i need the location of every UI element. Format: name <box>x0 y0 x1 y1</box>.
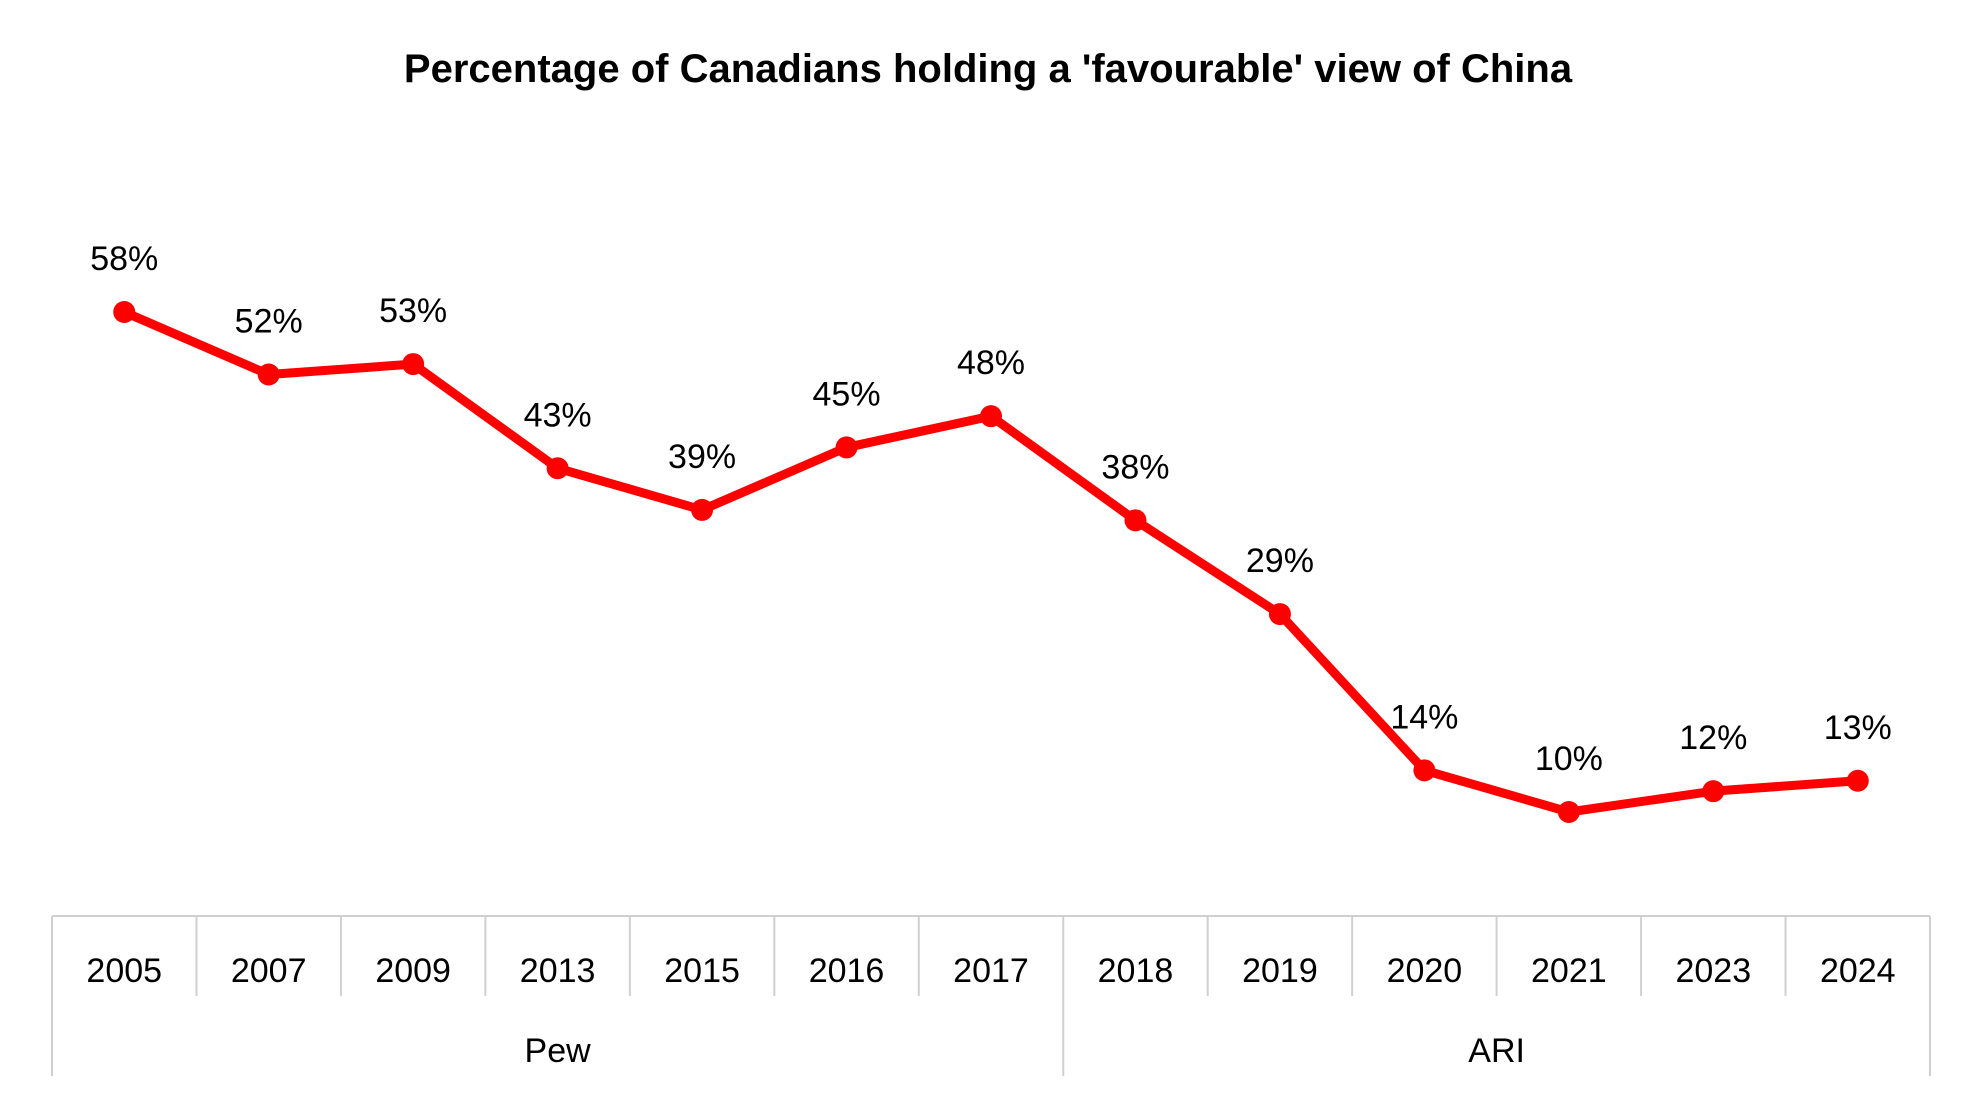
series-line <box>119 307 1863 817</box>
data-point-layer <box>113 301 1869 823</box>
data-label: 45% <box>813 375 881 413</box>
data-point <box>1702 780 1725 803</box>
data-label: 48% <box>957 344 1025 382</box>
data-label: 52% <box>235 303 303 341</box>
x-tick-label: 2015 <box>664 952 740 990</box>
x-tick-label: 2023 <box>1675 952 1751 990</box>
chart-title: Percentage of Canadians holding a 'favou… <box>404 47 1573 91</box>
data-label: 39% <box>668 438 736 476</box>
data-label: 43% <box>524 396 592 434</box>
x-tick-label: 2019 <box>1242 952 1318 990</box>
x-tick-label: 2009 <box>375 952 451 990</box>
data-label: 13% <box>1824 709 1892 747</box>
category-axis: 2005 2007 2009 2013 2015 2016 2017 2018 2019 2020… <box>51 915 1931 1076</box>
data-label: 38% <box>1101 448 1169 486</box>
x-tick-label: 2018 <box>1098 952 1174 990</box>
data-label: 29% <box>1246 542 1314 580</box>
data-point <box>691 498 714 521</box>
data-point <box>1557 801 1580 823</box>
data-point <box>980 405 1002 428</box>
x-tick-label: 2016 <box>809 952 885 990</box>
x-tick-label: 2021 <box>1531 952 1607 990</box>
x-tick-label: 2005 <box>86 952 162 990</box>
series-line-layer <box>119 307 1863 817</box>
data-point <box>1124 509 1147 532</box>
data-label: 10% <box>1535 740 1603 778</box>
data-point <box>1413 759 1436 782</box>
x-tick-label: 2024 <box>1820 952 1896 990</box>
data-point <box>1268 603 1291 626</box>
x-tick-label: 2007 <box>231 952 307 990</box>
data-point <box>835 436 858 459</box>
x-group-label: ARI <box>1468 1032 1525 1070</box>
data-point <box>113 301 136 323</box>
x-tick-label: 2013 <box>520 952 596 990</box>
x-tick-label: 2017 <box>953 952 1029 990</box>
data-label: 12% <box>1679 719 1747 757</box>
data-point <box>402 353 425 376</box>
data-label-layer: 58% 52% 53% 43% 39% 45% 48% 38% 29% 14% 10% 12% 13% <box>90 240 1892 778</box>
data-label: 53% <box>379 292 447 330</box>
data-point <box>1846 769 1869 792</box>
x-tick-label: 2020 <box>1387 952 1463 990</box>
data-label: 58% <box>90 240 158 278</box>
data-point <box>257 363 280 386</box>
data-label: 14% <box>1390 698 1458 736</box>
x-group-label: Pew <box>525 1032 592 1070</box>
data-point <box>546 457 569 480</box>
